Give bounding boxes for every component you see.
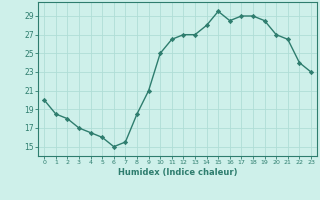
X-axis label: Humidex (Indice chaleur): Humidex (Indice chaleur): [118, 168, 237, 177]
